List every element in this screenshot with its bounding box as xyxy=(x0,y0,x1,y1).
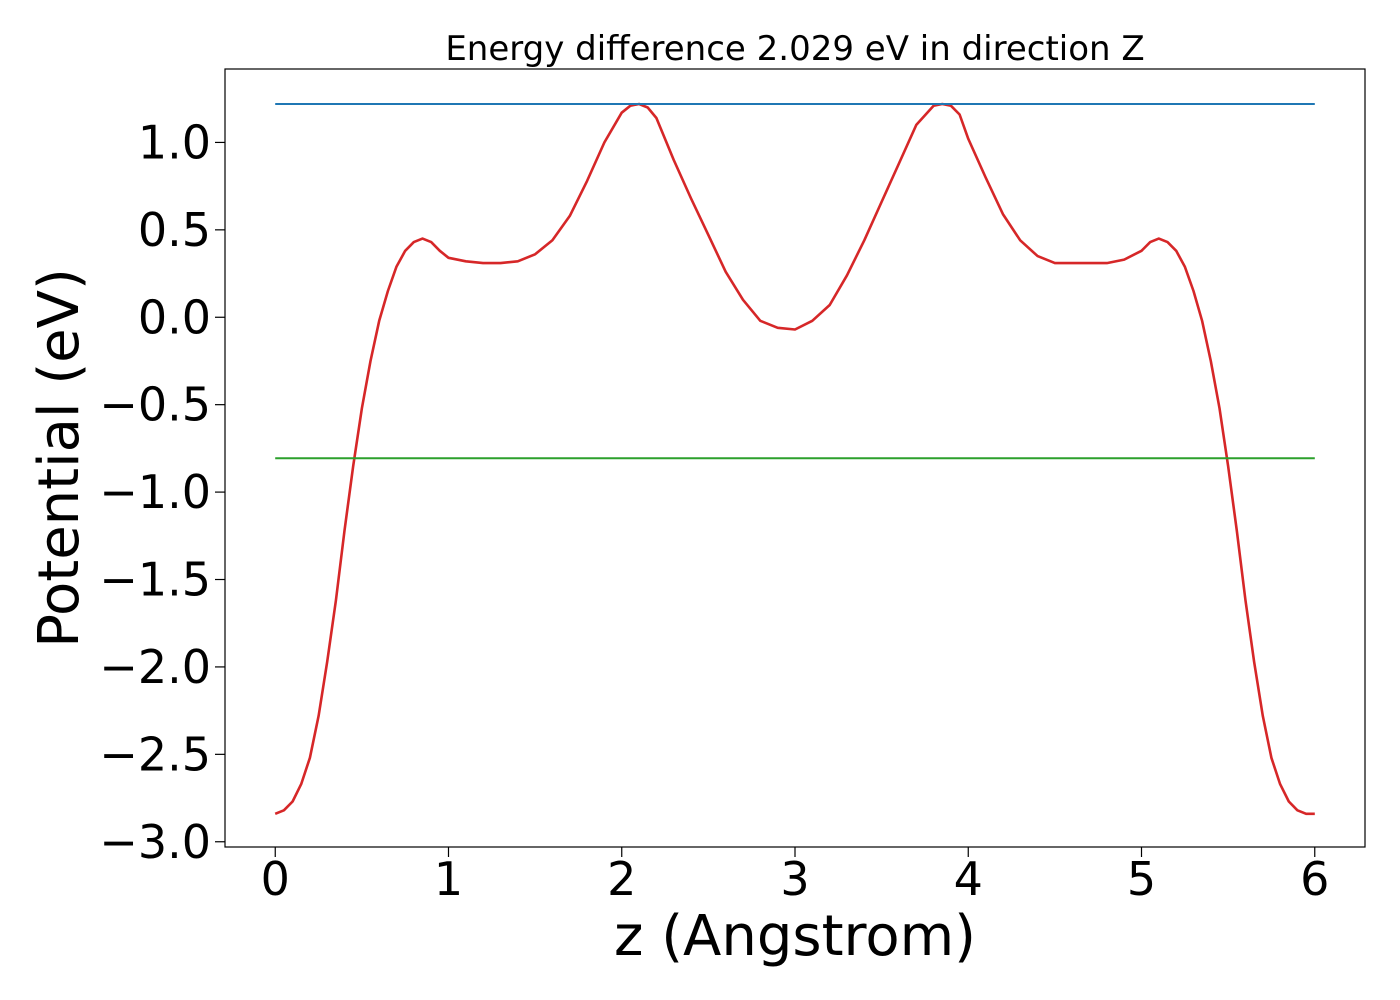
x-tick-label: 3 xyxy=(780,852,809,906)
y-tick-label: −1.0 xyxy=(99,465,211,519)
y-tick-label: −1.5 xyxy=(99,553,211,607)
y-axis-label: Potential (eV) xyxy=(27,268,92,648)
y-tick-label: 0.5 xyxy=(138,203,211,257)
x-axis-label: z (Angstrom) xyxy=(614,904,976,969)
y-tick-label: −3.0 xyxy=(99,815,211,869)
x-tick-label: 4 xyxy=(954,852,983,906)
y-tick-label: 0.0 xyxy=(138,290,211,344)
y-tick-label: −0.5 xyxy=(99,378,211,432)
y-tick-label: −2.0 xyxy=(99,640,211,694)
x-ticks: 0 1 2 3 4 5 6 xyxy=(261,847,1329,906)
x-tick-label: 0 xyxy=(261,852,290,906)
series-layer xyxy=(274,102,1315,816)
x-tick-label: 2 xyxy=(607,852,636,906)
x-tick-label: 6 xyxy=(1300,852,1329,906)
chart-title: Energy difference 2.029 eV in direction … xyxy=(445,29,1144,69)
y-tick-label: 1.0 xyxy=(138,115,211,169)
y-tick-label: −2.5 xyxy=(99,727,211,781)
x-tick-label: 5 xyxy=(1127,852,1156,906)
y-ticks: 1.0 0.5 0.0 −0.5 −1.0 −1.5 −2.0 −2.5 −3.0 xyxy=(99,115,225,869)
x-tick-label: 1 xyxy=(434,852,463,906)
series-line-0 xyxy=(274,102,1315,816)
